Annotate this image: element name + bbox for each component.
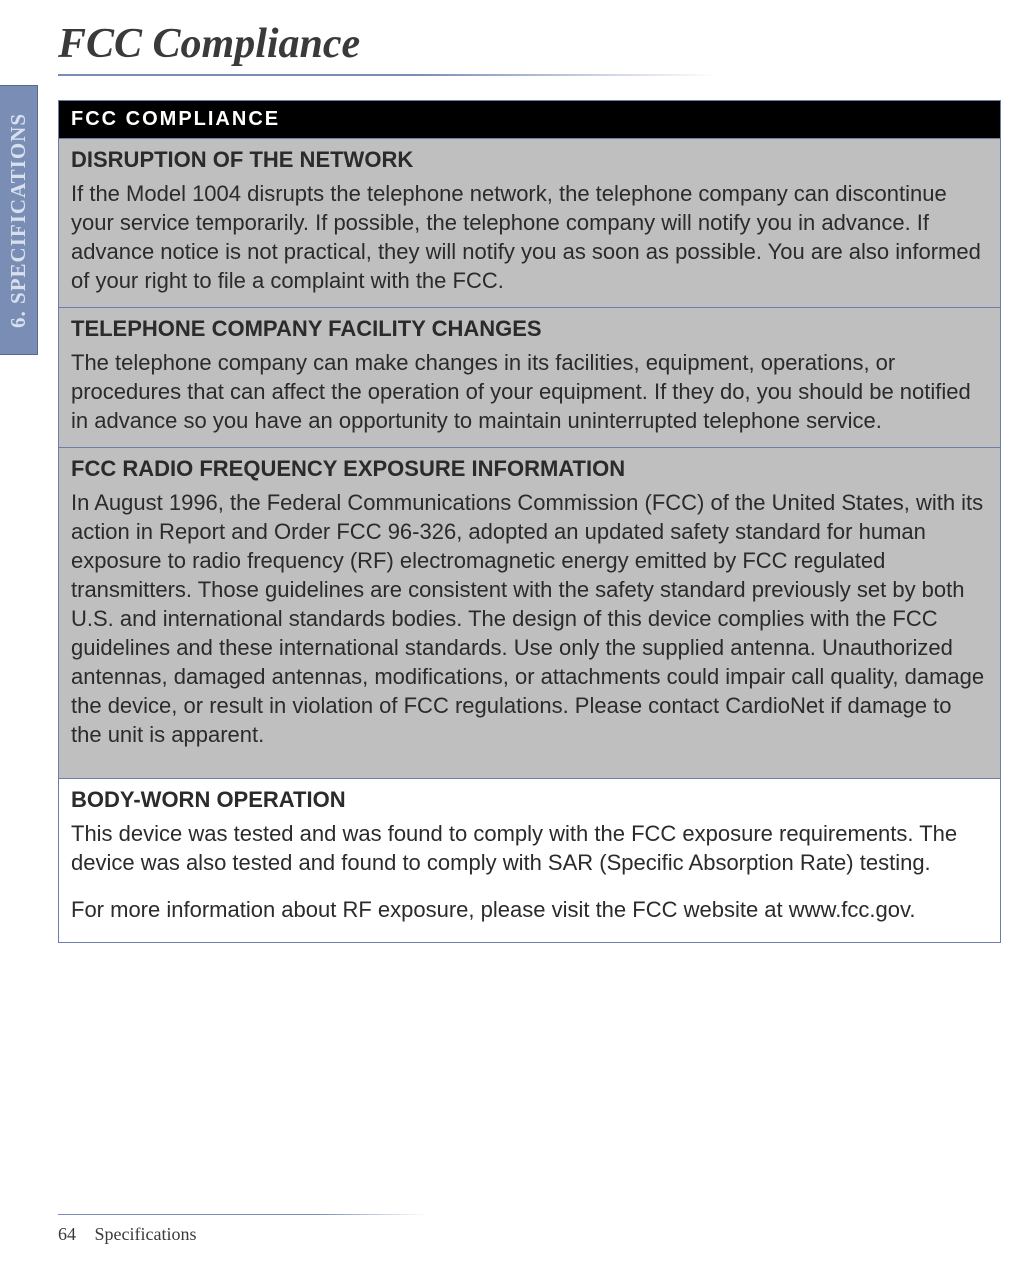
paragraph: For more information about RF exposure, … [71, 895, 988, 924]
paragraph: In August 1996, the Federal Communicatio… [71, 488, 988, 749]
paragraph: If the Model 1004 disrupts the telephone… [71, 179, 988, 295]
page-title: FCC Compliance [58, 20, 1001, 74]
page: 6. SPECIFICATIONS FCC Compliance FCC COM… [0, 0, 1029, 1275]
section-body: This device was tested and was found to … [71, 819, 988, 924]
title-underline [58, 74, 1001, 76]
side-tab-label: 6. SPECIFICATIONS [6, 113, 31, 328]
section-body-worn: BODY-WORN OPERATION This device was test… [59, 778, 1000, 942]
paragraph: The telephone company can make changes i… [71, 348, 988, 435]
section-body: The telephone company can make changes i… [71, 348, 988, 435]
box-header: FCC COMPLIANCE [59, 101, 1000, 138]
section-title: TELEPHONE COMPANY FACILITY CHANGES [71, 316, 988, 342]
section-body: If the Model 1004 disrupts the telephone… [71, 179, 988, 295]
section-rf-exposure: FCC RADIO FREQUENCY EXPOSURE INFORMATION… [59, 447, 1000, 777]
side-tab: 6. SPECIFICATIONS [0, 85, 38, 355]
footer: 64 Specifications [58, 1224, 196, 1245]
section-disruption: DISRUPTION OF THE NETWORK If the Model 1… [59, 138, 1000, 307]
content-area: FCC Compliance FCC COMPLIANCE DISRUPTION… [58, 20, 1001, 943]
section-body: In August 1996, the Federal Communicatio… [71, 488, 988, 749]
footer-rule [58, 1214, 428, 1216]
section-title: DISRUPTION OF THE NETWORK [71, 147, 988, 173]
paragraph: This device was tested and was found to … [71, 819, 988, 877]
compliance-box: FCC COMPLIANCE DISRUPTION OF THE NETWORK… [58, 100, 1001, 943]
page-number: 64 [58, 1224, 76, 1244]
section-title: BODY-WORN OPERATION [71, 787, 988, 813]
section-facility-changes: TELEPHONE COMPANY FACILITY CHANGES The t… [59, 307, 1000, 447]
section-title: FCC RADIO FREQUENCY EXPOSURE INFORMATION [71, 456, 988, 482]
footer-section-label: Specifications [95, 1224, 197, 1244]
